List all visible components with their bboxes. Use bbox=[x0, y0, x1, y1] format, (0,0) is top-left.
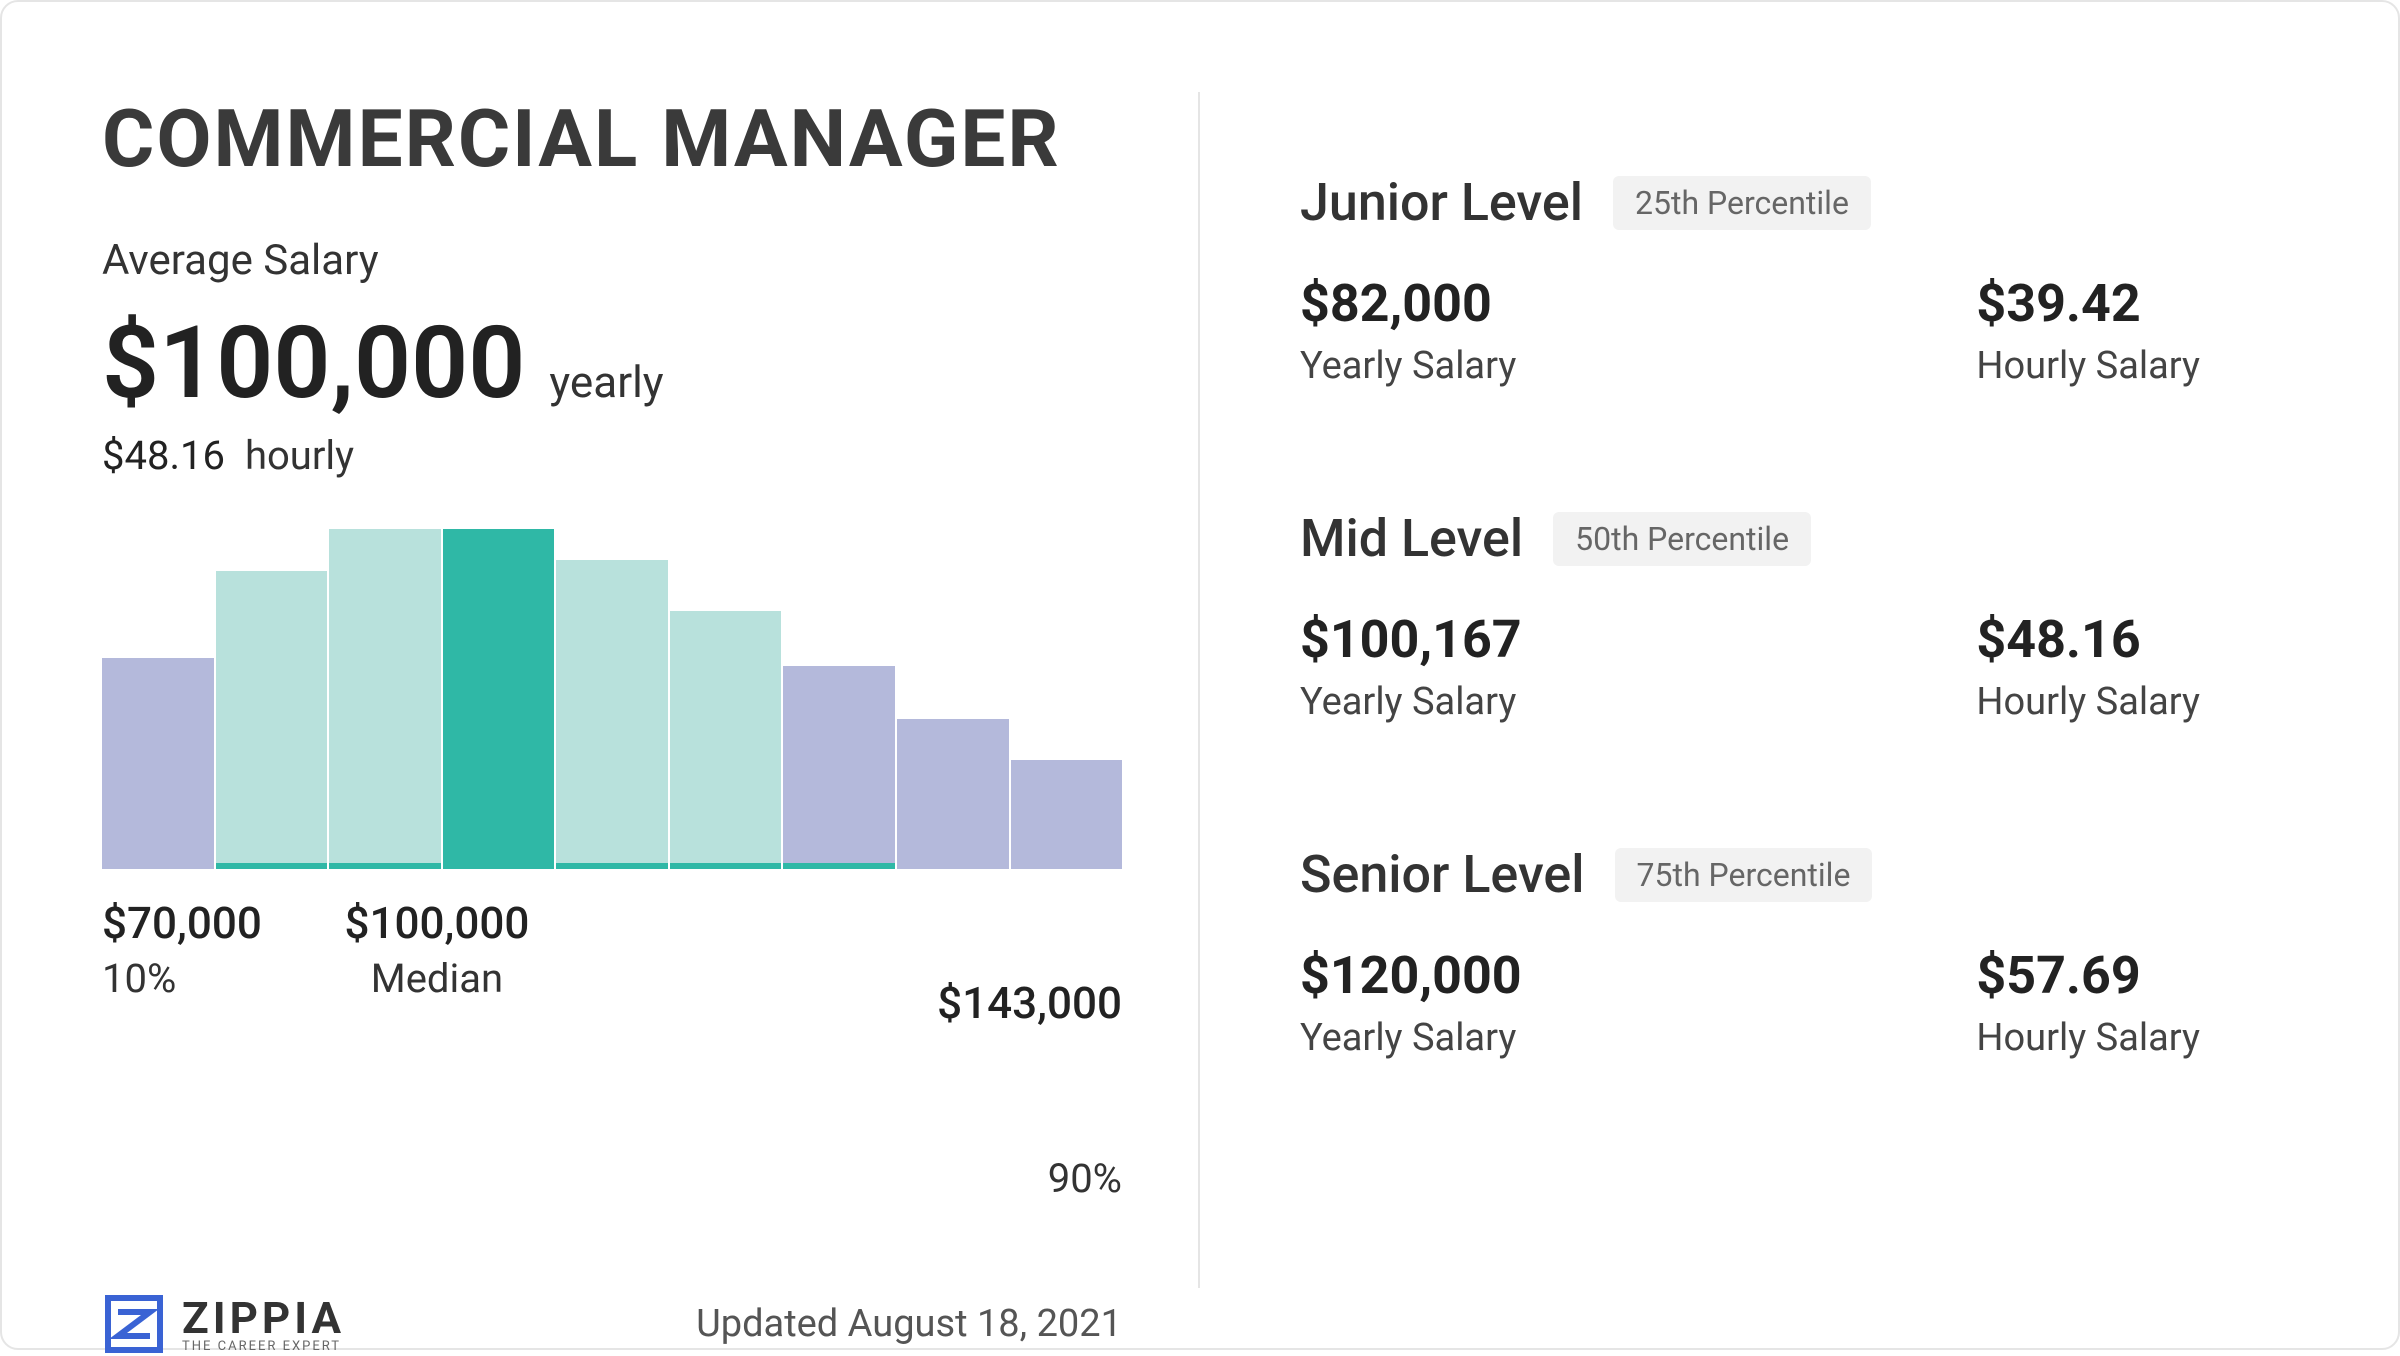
yearly-amount: $120,000 bbox=[1300, 945, 1522, 1006]
hourly-amount: $39.42 bbox=[1976, 273, 2200, 334]
average-hourly-value: $48.16 bbox=[102, 432, 225, 479]
yearly-label: Yearly Salary bbox=[1300, 1016, 1522, 1060]
axis-center-label: Median bbox=[344, 955, 529, 1002]
hourly-col: $57.69 Hourly Salary bbox=[1976, 945, 2200, 1060]
axis-right: $143,000 90% bbox=[612, 897, 1122, 1202]
left-column: COMMERCIAL MANAGER Average Salary $100,0… bbox=[102, 92, 1200, 1288]
percentile-badge: 50th Percentile bbox=[1553, 512, 1811, 566]
updated-date: Updated August 18, 2021 bbox=[696, 1302, 1122, 1346]
yearly-label: Yearly Salary bbox=[1300, 344, 1516, 388]
axis-center-value: $100,000 bbox=[344, 897, 529, 949]
average-hourly-unit: hourly bbox=[245, 432, 354, 479]
hourly-label: Hourly Salary bbox=[1976, 680, 2200, 724]
chart-bar bbox=[102, 529, 214, 869]
chart-bar-fill bbox=[556, 560, 668, 863]
axis-right-label: 90% bbox=[712, 1155, 1122, 1202]
average-yearly-row: $100,000 yearly bbox=[102, 305, 1138, 422]
axis-left: $70,000 10% bbox=[102, 897, 262, 1202]
axis-right-value: $143,000 bbox=[712, 977, 1122, 1029]
hourly-col: $39.42 Hourly Salary bbox=[1976, 273, 2200, 388]
yearly-label: Yearly Salary bbox=[1300, 680, 1522, 724]
level-name: Senior Level bbox=[1300, 844, 1585, 905]
chart-bar bbox=[556, 529, 668, 869]
average-hourly-row: $48.16 hourly bbox=[102, 432, 1138, 479]
brand-name: ZIPPIA bbox=[182, 1296, 345, 1340]
level-name: Mid Level bbox=[1300, 508, 1523, 569]
yearly-amount: $100,167 bbox=[1300, 609, 1522, 670]
yearly-col: $82,000 Yearly Salary bbox=[1300, 273, 1516, 388]
chart-bar-fill bbox=[329, 529, 441, 863]
hourly-label: Hourly Salary bbox=[1976, 1016, 2200, 1060]
level-header: Senior Level 75th Percentile bbox=[1300, 844, 2298, 905]
level-name: Junior Level bbox=[1300, 172, 1583, 233]
page-title: COMMERCIAL MANAGER bbox=[102, 92, 1138, 186]
chart-bar bbox=[443, 529, 555, 869]
percentile-badge: 75th Percentile bbox=[1615, 848, 1873, 902]
chart-bars bbox=[102, 529, 1122, 869]
level-values: $120,000 Yearly Salary $57.69 Hourly Salary bbox=[1300, 945, 2200, 1060]
chart-axis: $70,000 10% $100,000 Median $143,000 90% bbox=[102, 897, 1122, 1202]
hourly-amount: $48.16 bbox=[1976, 609, 2200, 670]
right-column: Junior Level 25th Percentile $82,000 Yearly… bbox=[1200, 92, 2298, 1288]
percentile-badge: 25th Percentile bbox=[1613, 176, 1871, 230]
chart-bar bbox=[1011, 529, 1123, 869]
yearly-col: $120,000 Yearly Salary bbox=[1300, 945, 1522, 1060]
chart-bar bbox=[897, 529, 1009, 869]
average-yearly-value: $100,000 bbox=[102, 305, 525, 422]
level-block: Senior Level 75th Percentile $120,000 Yearl… bbox=[1300, 844, 2298, 1060]
chart-bar-underline bbox=[783, 863, 895, 869]
average-yearly-unit: yearly bbox=[549, 356, 663, 408]
average-salary-label: Average Salary bbox=[102, 236, 1138, 285]
brand-logo: ZIPPIA THE CAREER EXPERT bbox=[102, 1292, 345, 1356]
yearly-amount: $82,000 bbox=[1300, 273, 1516, 334]
level-values: $100,167 Yearly Salary $48.16 Hourly Salary bbox=[1300, 609, 2200, 724]
brand-text: ZIPPIA THE CAREER EXPERT bbox=[182, 1296, 345, 1353]
chart-bar-fill bbox=[670, 611, 782, 863]
hourly-label: Hourly Salary bbox=[1976, 344, 2200, 388]
level-header: Mid Level 50th Percentile bbox=[1300, 508, 2298, 569]
axis-left-label: 10% bbox=[102, 955, 262, 1002]
chart-bar-fill bbox=[443, 529, 555, 863]
hourly-col: $48.16 Hourly Salary bbox=[1976, 609, 2200, 724]
chart-bar-underline bbox=[443, 863, 555, 869]
footer-row: ZIPPIA THE CAREER EXPERT Updated August … bbox=[102, 1202, 1122, 1356]
level-values: $82,000 Yearly Salary $39.42 Hourly Salary bbox=[1300, 273, 2200, 388]
chart-bar-underline bbox=[670, 863, 782, 869]
chart-bar-underline bbox=[329, 863, 441, 869]
chart-bar-fill bbox=[1011, 760, 1123, 869]
chart-bar-fill bbox=[783, 666, 895, 863]
chart-bar bbox=[216, 529, 328, 869]
chart-bar-underline bbox=[216, 863, 328, 869]
chart-bar-fill bbox=[897, 719, 1009, 869]
brand-tagline: THE CAREER EXPERT bbox=[182, 1340, 345, 1353]
axis-left-value: $70,000 bbox=[102, 897, 262, 949]
chart-bar bbox=[329, 529, 441, 869]
level-block: Mid Level 50th Percentile $100,167 Yearly S… bbox=[1300, 508, 2298, 724]
zippia-icon bbox=[102, 1292, 166, 1356]
axis-center: $100,000 Median bbox=[344, 897, 529, 1202]
chart-bar bbox=[783, 529, 895, 869]
chart-bar-fill bbox=[216, 571, 328, 863]
yearly-col: $100,167 Yearly Salary bbox=[1300, 609, 1522, 724]
chart-bar-underline bbox=[556, 863, 668, 869]
salary-distribution-chart: $70,000 10% $100,000 Median $143,000 90% bbox=[102, 529, 1122, 1202]
level-block: Junior Level 25th Percentile $82,000 Yearly… bbox=[1300, 172, 2298, 388]
chart-bar bbox=[670, 529, 782, 869]
level-header: Junior Level 25th Percentile bbox=[1300, 172, 2298, 233]
salary-card: COMMERCIAL MANAGER Average Salary $100,0… bbox=[0, 0, 2400, 1350]
chart-bar-fill bbox=[102, 658, 214, 869]
hourly-amount: $57.69 bbox=[1976, 945, 2200, 1006]
